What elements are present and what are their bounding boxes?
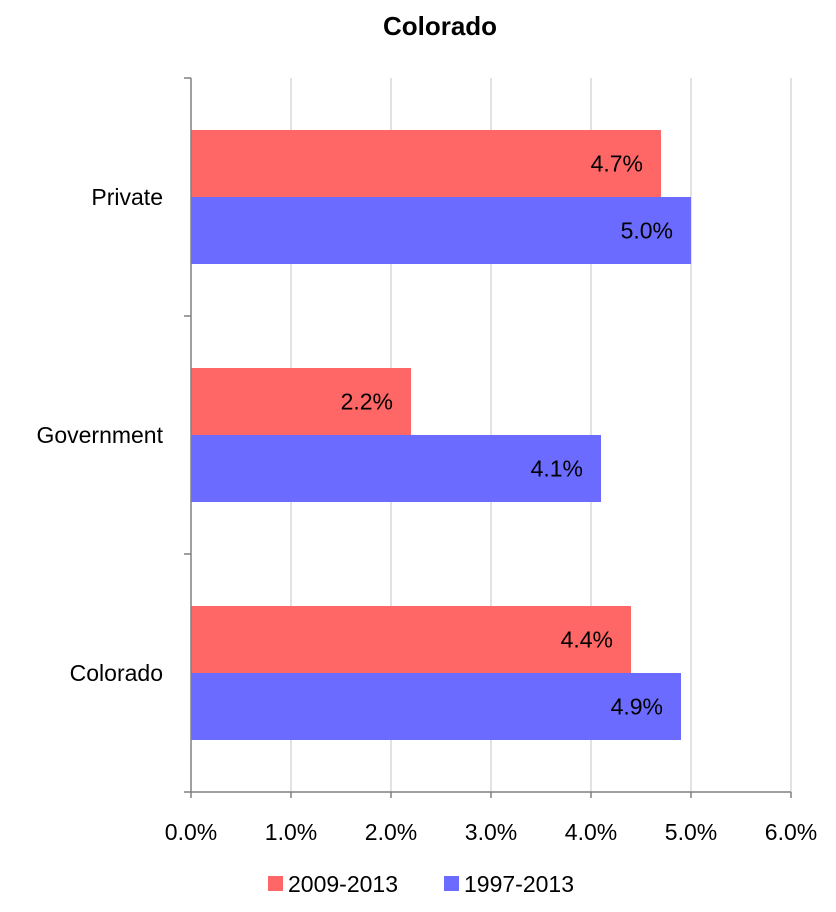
category-label: Colorado [70, 660, 163, 686]
bar-1997-2013 [191, 435, 601, 502]
x-tick-label: 1.0% [265, 819, 317, 845]
axes: 0.0% 1.0% 2.0% 3.0% 4.0% 5.0% 6.0% Private Gover… [36, 77, 817, 845]
data-label: 5.0% [621, 218, 673, 244]
bar-2009-2013 [191, 606, 631, 673]
data-label: 2.2% [341, 389, 393, 415]
data-label: 4.4% [561, 627, 613, 653]
bars [191, 130, 691, 740]
legend-label: 2009-2013 [288, 871, 398, 897]
x-tick-label: 6.0% [765, 819, 817, 845]
x-tick-label: 5.0% [665, 819, 717, 845]
bar-1997-2013 [191, 197, 691, 264]
chart-title: Colorado [383, 11, 497, 41]
x-tick-label: 2.0% [365, 819, 417, 845]
data-label: 4.1% [531, 456, 583, 482]
data-label: 4.9% [611, 694, 663, 720]
x-tick-label: 4.0% [565, 819, 617, 845]
legend-swatch [444, 876, 459, 891]
category-label: Government [36, 422, 163, 448]
data-label: 4.7% [591, 151, 643, 177]
bar-2009-2013 [191, 130, 661, 197]
bar-1997-2013 [191, 673, 681, 740]
legend-label: 1997-2013 [464, 871, 574, 897]
x-tick-label: 0.0% [165, 819, 217, 845]
data-labels: 4.7% 5.0% 2.2% 4.1% 4.4% 4.9% [341, 151, 673, 720]
category-label: Private [91, 184, 163, 210]
legend: 2009-2013 1997-2013 [268, 871, 574, 897]
legend-swatch [268, 876, 283, 891]
x-tick-label: 3.0% [465, 819, 517, 845]
bar-2009-2013 [191, 368, 411, 435]
